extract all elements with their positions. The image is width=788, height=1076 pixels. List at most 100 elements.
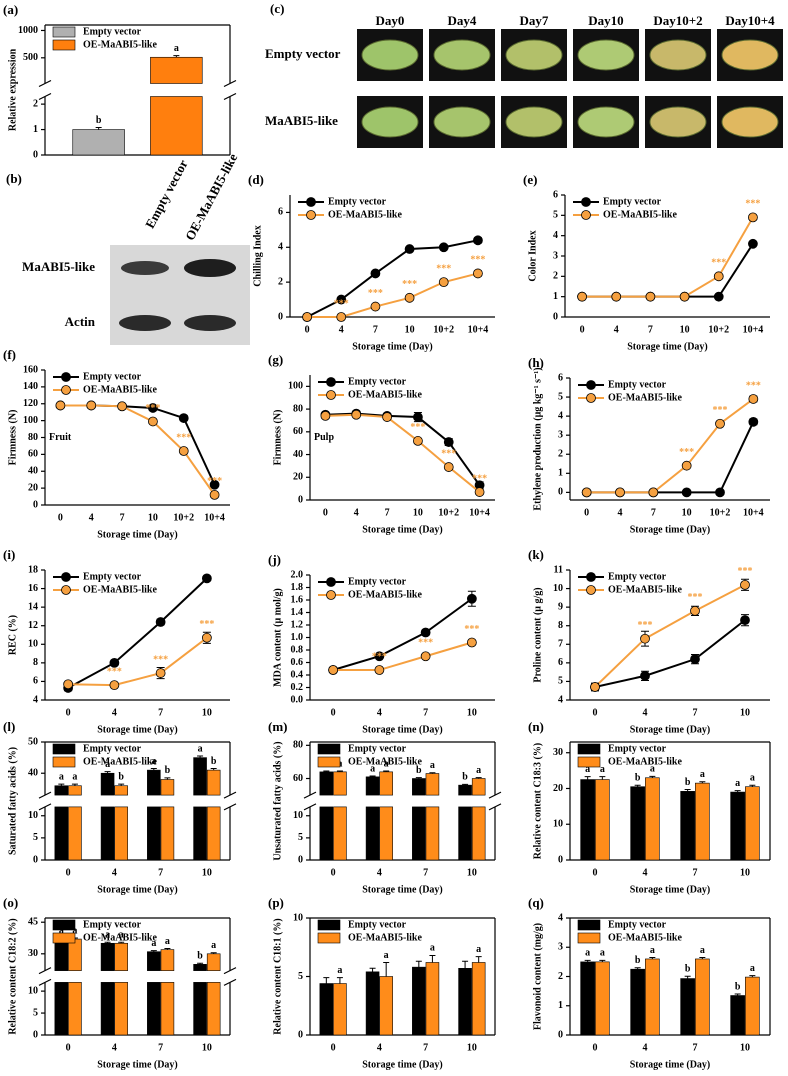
bar — [425, 773, 440, 796]
letter: a — [59, 771, 64, 782]
letter: a — [165, 936, 170, 947]
y-tick-label: 3 — [558, 429, 563, 440]
letter: a — [476, 944, 481, 955]
y-tick-label: 0 — [558, 487, 563, 498]
marker — [679, 291, 690, 302]
x-tick-label: 10 — [740, 707, 750, 718]
marker — [201, 573, 212, 584]
error-bar — [369, 967, 376, 972]
series-line — [594, 619, 746, 688]
bar — [319, 983, 334, 1036]
axis-break — [303, 803, 317, 811]
y-tick-label: 4 — [558, 912, 563, 923]
axis-break — [38, 967, 52, 975]
significance: *** — [107, 666, 122, 677]
x-tick-label: 7 — [693, 707, 698, 718]
x-tick-label: 10 — [740, 867, 750, 878]
y-axis-label: MDA content (μ mol/g) — [272, 588, 283, 687]
y-tick-label: 10 — [293, 810, 303, 821]
error-bar — [415, 777, 422, 779]
significance: *** — [441, 448, 456, 459]
bar — [68, 938, 82, 971]
error-bar — [429, 772, 436, 774]
y-tick-label: 0 — [298, 854, 303, 865]
marker — [615, 487, 625, 498]
y-tick-label: 50 — [28, 736, 38, 747]
legend-label: Empty vector — [348, 576, 407, 587]
marker — [690, 605, 700, 616]
letter: a — [174, 43, 179, 54]
bar — [150, 56, 203, 84]
marker — [148, 403, 158, 413]
series-line — [586, 421, 755, 494]
x-tick-label: 4 — [643, 1042, 648, 1053]
y-tick-label: 0 — [298, 494, 303, 505]
legend-label: Empty vector — [608, 379, 667, 390]
banana — [649, 106, 707, 138]
y-axis-label: Flavonoid content (mg/g) — [532, 923, 543, 1030]
significance: *** — [711, 258, 726, 269]
series-line — [307, 272, 479, 318]
y-tick-label: 4 — [33, 694, 38, 705]
column-label: Day7 — [520, 13, 549, 28]
bar — [730, 791, 745, 861]
bar — [630, 786, 645, 861]
legend-label: OE-MaABI5-like — [348, 589, 422, 600]
error-bar — [104, 941, 111, 944]
marker — [336, 312, 347, 322]
y-tick-label: 4 — [278, 242, 283, 253]
x-tick-label: 10+4 — [469, 507, 490, 518]
significance: *** — [402, 279, 417, 290]
bar — [695, 958, 710, 1036]
marker — [581, 487, 592, 498]
x-tick-label: 4 — [89, 512, 94, 523]
bar — [412, 966, 426, 1036]
panel-label: (b) — [6, 171, 22, 186]
significance: *** — [176, 432, 191, 443]
error-bar — [475, 777, 482, 779]
letter: a — [119, 930, 124, 941]
error-bar — [634, 784, 641, 787]
marker — [148, 416, 158, 427]
bar — [645, 958, 660, 1036]
letter: b — [118, 771, 124, 782]
bar — [160, 949, 175, 971]
panel-label: (n) — [528, 719, 544, 734]
x-tick-label: 10 — [467, 867, 477, 878]
marker — [328, 665, 339, 675]
y-tick-label: 1.8 — [291, 582, 304, 593]
letter: b — [96, 115, 102, 126]
error-bar — [323, 770, 330, 772]
bar — [365, 806, 380, 861]
legend-marker — [581, 210, 591, 220]
bar — [580, 779, 595, 861]
banana — [721, 106, 779, 138]
y-tick-label: 10 — [28, 810, 38, 821]
letter: b — [416, 765, 422, 776]
error-bar — [599, 959, 606, 962]
bar — [680, 978, 695, 1036]
letter: a — [650, 945, 655, 956]
legend-label: Empty vector — [348, 743, 407, 754]
marker — [473, 235, 483, 246]
blot-band — [184, 315, 236, 331]
marker — [404, 244, 415, 254]
marker — [681, 460, 692, 471]
letter: a — [59, 925, 64, 936]
panel-label: (f) — [3, 347, 16, 362]
error-bar — [164, 777, 171, 780]
y-tick-label: 0 — [558, 854, 563, 865]
legend-swatch — [317, 919, 341, 931]
significance: *** — [418, 638, 433, 649]
y-tick-label: 16 — [28, 583, 38, 594]
bar — [193, 757, 207, 796]
significance: *** — [738, 566, 753, 577]
y-axis-label: Relative content C18:2 (%) — [7, 918, 18, 1034]
significance: *** — [679, 447, 694, 458]
y-tick-label: 5 — [33, 1007, 38, 1018]
legend-label: OE-MaABI5-like — [608, 392, 682, 403]
legend-label: Empty vector — [603, 196, 662, 207]
y-tick-label: 1000 — [18, 25, 38, 36]
legend-label: OE-MaABI5-like — [83, 384, 157, 395]
